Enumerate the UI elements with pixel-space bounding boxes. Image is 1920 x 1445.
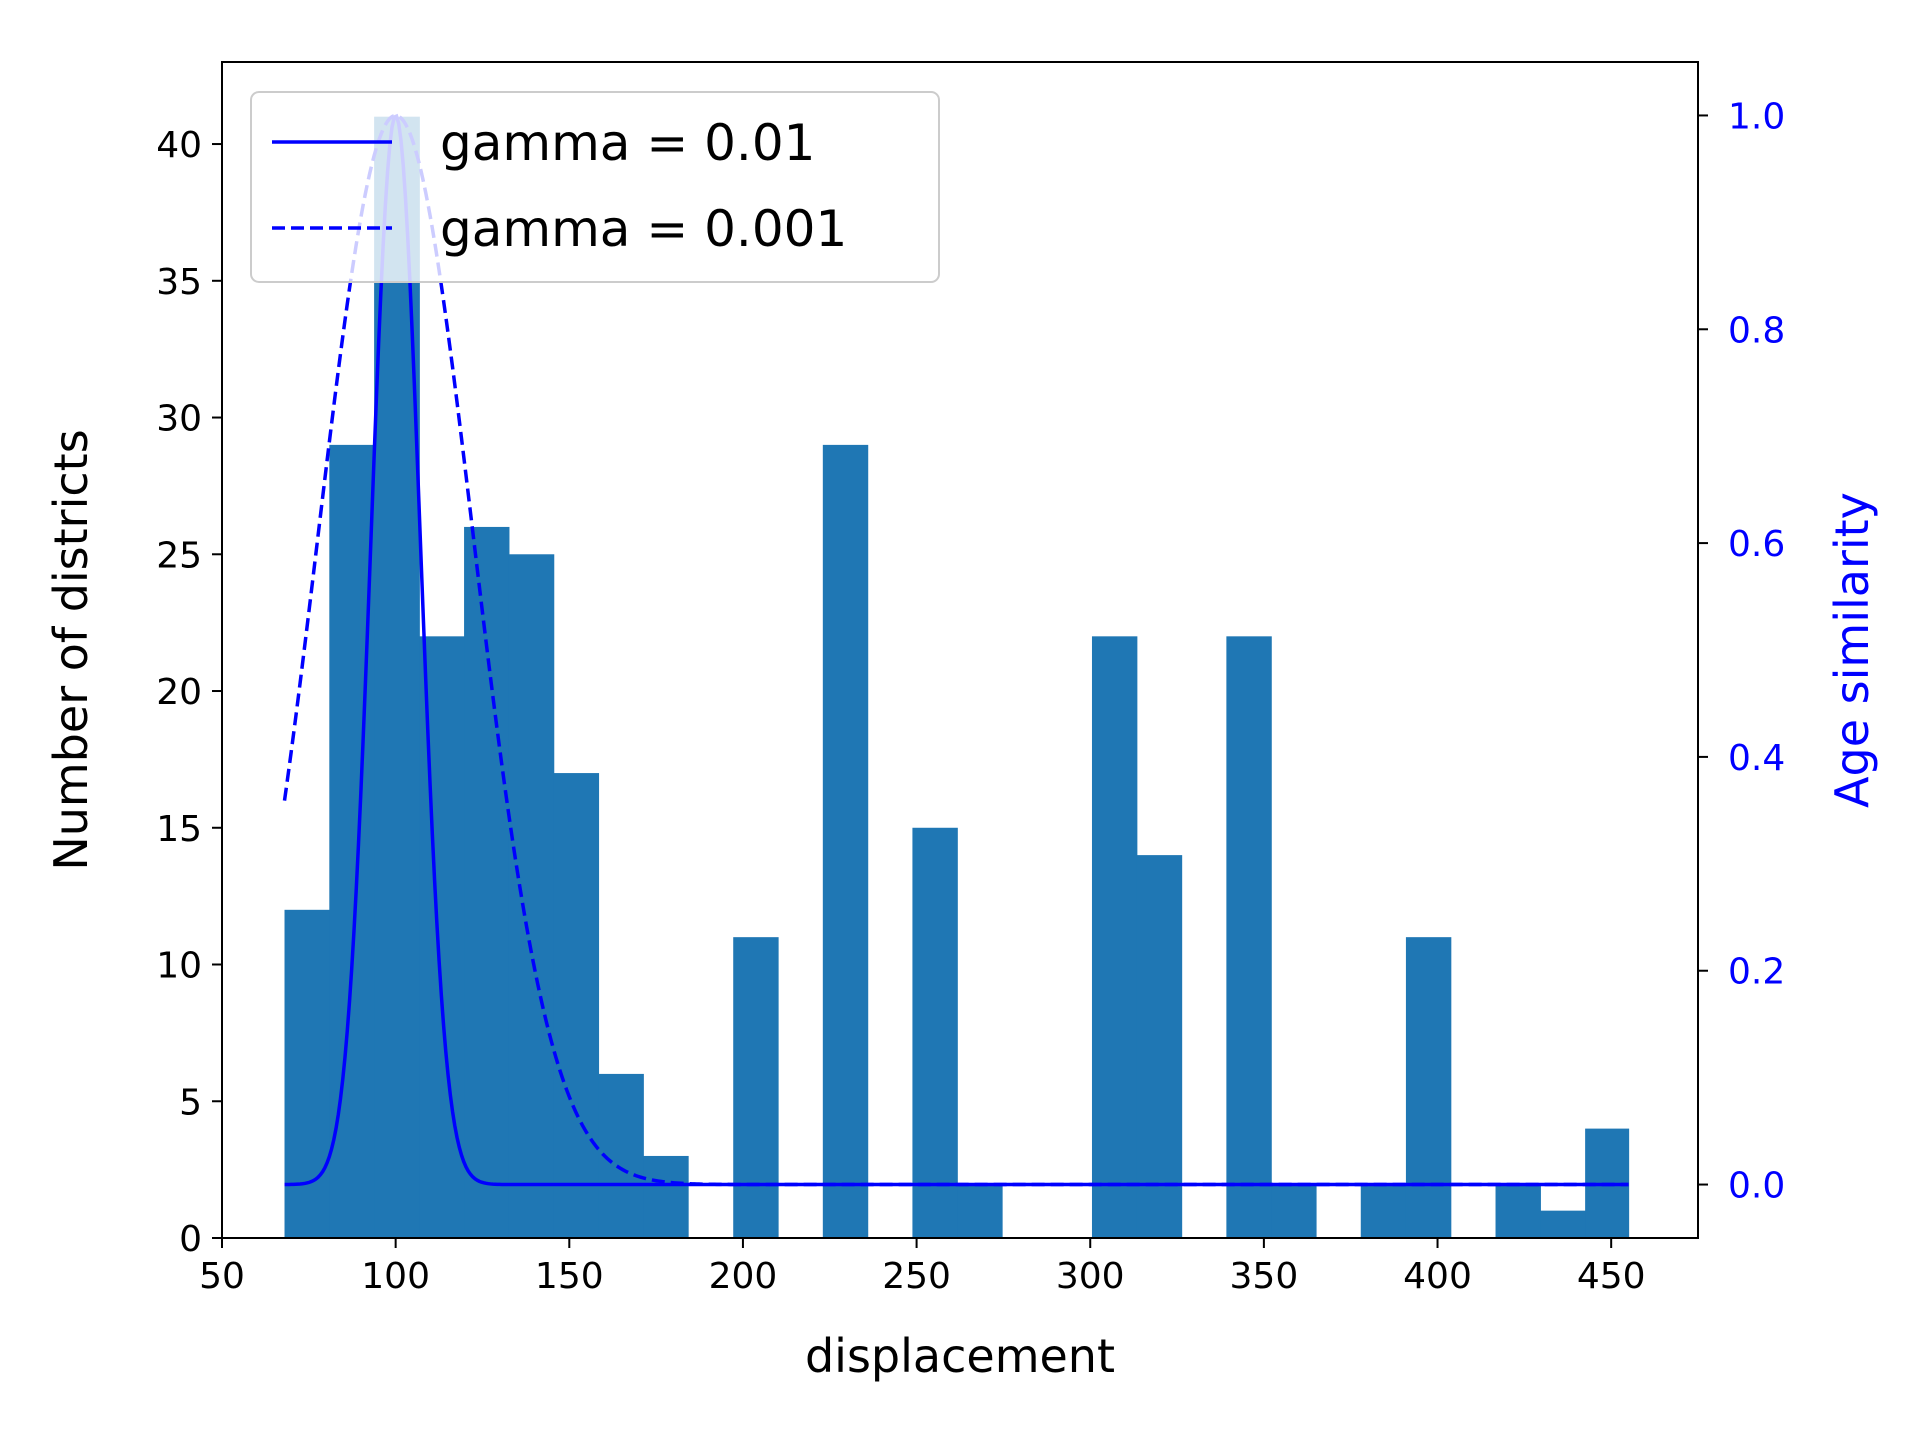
- y2-tick-label: 0.0: [1728, 1166, 1785, 1207]
- y-tick-label: 5: [179, 1082, 202, 1123]
- similarity-curves: [282, 113, 1629, 1187]
- histogram-bar: [464, 526, 510, 1238]
- similarity-curve-dashed: [282, 113, 1629, 1187]
- histogram-bar: [733, 937, 779, 1238]
- y-tick-label: 10: [156, 946, 202, 987]
- histogram-bar: [957, 1183, 1003, 1238]
- y-tick-label: 20: [156, 672, 202, 713]
- x-axis: 50 100 150 200 250 300 350 400 450: [199, 1238, 1646, 1297]
- y-axis-left: 0 5 10 15 20 25 30 35 40: [156, 125, 222, 1260]
- x-tick-label: 50: [199, 1256, 245, 1297]
- plot-frame: [221, 61, 1699, 1239]
- histogram-bar: [1091, 636, 1138, 1238]
- x-tick-label: 450: [1577, 1256, 1646, 1297]
- histogram-bar: [1360, 1183, 1407, 1238]
- y-axis-label: Number of districts: [44, 429, 98, 870]
- y-axis-right: 0.0 0.2 0.4 0.6 0.8 1.0: [1698, 96, 1785, 1207]
- histogram-bar: [822, 444, 869, 1238]
- histogram-bar: [284, 909, 330, 1238]
- y2-tick-label: 1.0: [1728, 96, 1785, 137]
- histogram-bar: [1226, 636, 1272, 1238]
- x-tick-label: 350: [1230, 1256, 1299, 1297]
- x-tick-label: 400: [1403, 1256, 1472, 1297]
- legend-label-gamma-0.01: gamma = 0.01: [440, 114, 815, 172]
- histogram-bar: [329, 444, 375, 1238]
- histogram-bar: [1495, 1183, 1541, 1238]
- x-axis-label: displacement: [805, 1329, 1115, 1383]
- y2-tick-label: 0.6: [1728, 524, 1785, 565]
- y2-tick-label: 0.4: [1728, 738, 1785, 779]
- y-tick-label: 30: [156, 399, 202, 440]
- y-tick-label: 0: [179, 1219, 202, 1260]
- x-tick-label: 100: [361, 1256, 430, 1297]
- histogram-bar: [508, 554, 555, 1238]
- legend-label-gamma-0.001: gamma = 0.001: [440, 200, 847, 258]
- y-tick-label: 40: [156, 125, 202, 166]
- histogram-bar: [912, 827, 958, 1238]
- histogram-bar: [553, 773, 600, 1238]
- y2-tick-label: 0.2: [1728, 952, 1785, 993]
- x-tick-label: 150: [535, 1256, 604, 1297]
- legend: gamma = 0.01 gamma = 0.001: [250, 91, 940, 283]
- y2-tick-label: 0.8: [1728, 310, 1785, 351]
- y-tick-label: 15: [156, 809, 202, 850]
- x-tick-label: 300: [1056, 1256, 1125, 1297]
- y2-axis-label: Age similarity: [1825, 492, 1879, 808]
- x-tick-label: 250: [882, 1256, 951, 1297]
- x-tick-label: 200: [709, 1256, 778, 1297]
- histogram-bar: [1405, 937, 1452, 1238]
- y-tick-label: 35: [156, 262, 202, 303]
- y-tick-label: 25: [156, 535, 202, 576]
- histogram-bar: [1271, 1183, 1317, 1238]
- histogram-bar: [1540, 1210, 1586, 1238]
- histogram-bar: [1136, 855, 1183, 1238]
- histogram-bar: [643, 1155, 689, 1238]
- legend-box: [250, 91, 940, 283]
